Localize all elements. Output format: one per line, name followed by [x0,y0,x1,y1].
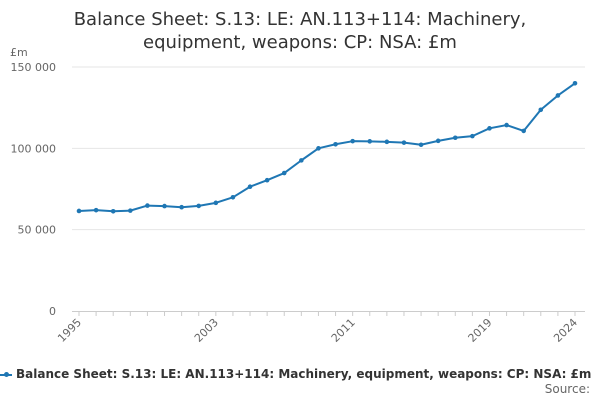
series-line [78,82,576,213]
y-tick-label: 50 000 [18,224,57,237]
data-point[interactable] [145,203,150,208]
y-tick-label: 100 000 [11,142,57,155]
data-point[interactable] [213,200,219,206]
x-tick-label: 2003 [192,316,221,345]
x-tick-label: 2024 [551,316,580,345]
data-point[interactable] [162,203,167,209]
data-point[interactable] [247,184,253,190]
y-tick-label: 150 000 [11,61,57,74]
data-point[interactable] [128,208,133,213]
data-point[interactable] [504,122,509,128]
data-point[interactable] [418,142,424,148]
data-point[interactable] [384,139,390,145]
y-axis-tick-labels: 0 50 000 100 000 150 000 £m [10,46,56,318]
data-point[interactable] [299,158,304,163]
data-point[interactable] [230,194,236,200]
data-point[interactable] [110,208,116,214]
y-tick-label: 0 [49,305,56,318]
data-point[interactable] [487,126,492,131]
x-tick-label: 2011 [329,316,358,345]
data-point[interactable] [76,208,82,214]
data-point[interactable] [452,135,458,141]
source-label: Source: [544,382,590,396]
x-tick-label: 2019 [466,316,495,345]
legend-label: Balance Sheet: S.13: LE: AN.113+114: Mac… [16,367,592,381]
data-point[interactable] [264,177,270,183]
x-tick-label: 1995 [55,316,84,345]
data-point[interactable] [538,107,544,113]
data-point[interactable] [316,146,321,151]
data-point[interactable] [179,204,184,210]
legend-swatch [0,369,12,381]
data-point[interactable] [333,141,338,147]
series-group [76,80,578,214]
data-point[interactable] [196,203,202,209]
chart-title-line-2: equipment, weapons: CP: NSA: £m [143,32,457,53]
data-point[interactable] [470,133,475,139]
data-point[interactable] [572,80,578,86]
data-point[interactable] [93,207,99,213]
data-point[interactable] [435,138,441,144]
data-point[interactable] [555,93,561,98]
x-axis: 1995 2003 2011 2019 2024 [55,311,585,345]
y-axis-unit-label: £m [10,46,28,59]
chart-title-line-1: Balance Sheet: S.13: LE: AN.113+114: Mac… [73,9,527,30]
data-point[interactable] [401,140,407,145]
legend[interactable]: Balance Sheet: S.13: LE: AN.113+114: Mac… [0,367,591,381]
data-point[interactable] [350,138,355,144]
data-point[interactable] [367,139,373,144]
gridlines [72,66,585,231]
data-point[interactable] [281,170,287,176]
chart-title: Balance Sheet: S.13: LE: AN.113+114: Mac… [0,8,600,54]
data-point[interactable] [521,128,526,134]
